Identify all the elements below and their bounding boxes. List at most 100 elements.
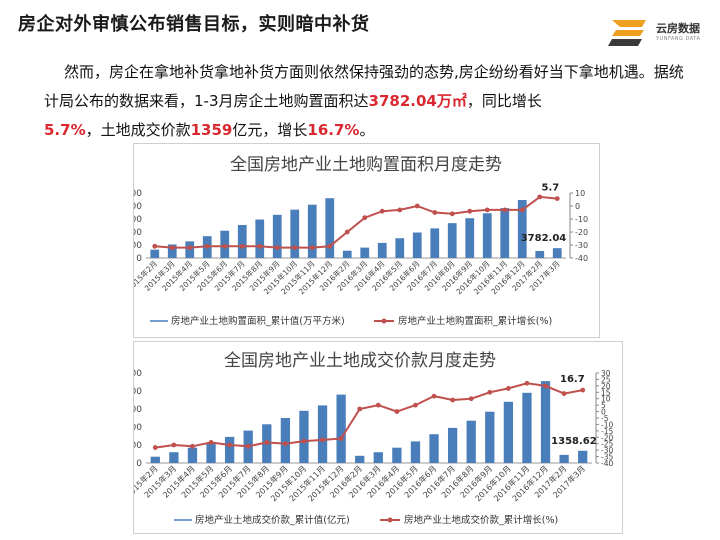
- growth-point: [432, 210, 438, 215]
- left-axis-tick-label: 0: [136, 254, 142, 264]
- para-seg-2: ，同比增长: [466, 92, 542, 110]
- summary-paragraph: 然而，房企在拿地补货拿地补货方面则依然保持强劲的态势,房企纷纷看好当下拿地机遇。…: [44, 58, 684, 145]
- growth-point: [484, 207, 490, 213]
- legend-bar-label: 房地产业土地购置面积_累计值(万平方米): [171, 315, 345, 327]
- right-axis-tick-label: -30: [601, 446, 613, 455]
- chart-title: 全国房地产业土地购置面积月度走势: [230, 155, 502, 175]
- bar: [355, 455, 365, 463]
- bar: [272, 214, 282, 258]
- left-axis-tick-label: 10000: [134, 369, 142, 379]
- bar: [224, 436, 235, 463]
- growth-point: [561, 391, 567, 396]
- growth-point: [292, 245, 298, 250]
- last-line-data-label: 5.7: [542, 183, 560, 194]
- growth-point: [519, 207, 525, 213]
- bar: [187, 447, 198, 463]
- growth-point: [152, 243, 158, 249]
- bar: [325, 198, 335, 258]
- growth-point: [397, 207, 403, 213]
- growth-point: [169, 245, 175, 250]
- growth-point: [468, 396, 474, 402]
- left-axis-tick-label: 8000: [134, 387, 142, 397]
- right-axis-tick-label: -20: [601, 433, 613, 442]
- growth-point: [187, 245, 193, 250]
- growth-point: [264, 440, 270, 445]
- left-axis-tick-label: 4000: [134, 423, 142, 433]
- growth-point: [537, 194, 543, 200]
- growth-point: [543, 383, 548, 389]
- right-axis-tick-label: -15: [601, 427, 613, 436]
- highlight-price: 1359: [190, 121, 233, 139]
- bar: [482, 213, 492, 258]
- bar: [290, 209, 300, 258]
- legend-bar-label: 房地产业土地成交价款_累计值(亿元): [195, 514, 350, 526]
- right-axis-tick-label: -35: [601, 453, 613, 462]
- growth-point: [171, 442, 177, 448]
- para-seg-3: ，土地成交价款: [85, 121, 191, 139]
- right-axis-tick-label: 25: [601, 375, 611, 384]
- bar: [395, 238, 405, 258]
- right-axis-tick-label: 0: [601, 408, 606, 417]
- right-axis-tick-label: -20: [575, 228, 588, 237]
- page-title: 房企对外审慎公布销售目标，实则暗中补货: [18, 14, 370, 35]
- bar: [410, 441, 421, 463]
- left-axis-tick-label: 0: [136, 459, 142, 469]
- growth-point: [554, 196, 560, 201]
- highlight-price-growth: 16.7%: [307, 121, 360, 139]
- growth-point: [338, 436, 344, 441]
- growth-point: [362, 215, 368, 221]
- bar: [307, 204, 317, 258]
- last-bar-data-label: 3782.04: [521, 233, 567, 244]
- growth-point: [320, 437, 325, 443]
- last-line-data-label: 16.7: [560, 374, 585, 385]
- highlight-area: 3782.04万㎡: [368, 92, 467, 110]
- growth-point: [487, 389, 493, 395]
- right-axis-tick-label: -40: [575, 254, 588, 263]
- growth-point: [301, 438, 307, 444]
- para-seg-5: 。: [359, 121, 375, 139]
- legend-line-label: 房地产业土地购置面积_累计增长(%): [398, 315, 552, 327]
- bar: [377, 242, 387, 258]
- bar: [500, 208, 510, 258]
- growth-point: [450, 397, 456, 403]
- growth-point: [344, 229, 350, 235]
- bar: [447, 223, 457, 258]
- last-bar-data-label: 1358.62: [551, 436, 597, 447]
- growth-point: [309, 245, 315, 250]
- bar: [169, 452, 179, 463]
- bar: [299, 410, 309, 463]
- right-axis-tick-label: -5: [601, 414, 609, 423]
- land-price-chart-svg: 全国房地产业土地成交价款月度走势 0 2000 4000 6000 8000 10000 -4…: [134, 351, 613, 526]
- growth-point: [257, 243, 263, 249]
- highlight-area-growth: 5.7%: [44, 121, 86, 139]
- left-axis-tick-label: 25000: [134, 189, 142, 199]
- bar: [392, 447, 402, 463]
- logo-subtext: YUNFANG DATA: [656, 36, 701, 42]
- growth-point: [274, 245, 280, 250]
- bar: [503, 401, 514, 463]
- bar: [429, 434, 439, 463]
- para-seg-1: 然而，房企在拿地补货拿地补货方面则依然保持强劲的态势,房企纷纷看好当下拿地机遇。…: [44, 63, 684, 110]
- bar: [373, 452, 383, 463]
- bar: [535, 250, 545, 258]
- growth-point: [190, 443, 195, 449]
- left-axis-tick-label: 20000: [134, 202, 142, 212]
- growth-point: [414, 203, 420, 209]
- land-price-chart: 全国房地产业土地成交价款月度走势 0 2000 4000 6000 8000 10000 -4…: [133, 341, 623, 534]
- logo-mark-icon: [608, 20, 646, 46]
- growth-line: [155, 382, 583, 449]
- growth-point: [357, 406, 363, 412]
- bar: [360, 247, 370, 258]
- bar: [559, 454, 569, 463]
- growth-point: [327, 243, 333, 249]
- growth-point: [413, 402, 418, 408]
- bar: [540, 381, 551, 463]
- growth-line: [154, 195, 558, 249]
- bar: [317, 405, 328, 463]
- legend-line-label: 房地产业土地成交价款_累计增长(%): [404, 514, 558, 526]
- growth-point: [152, 445, 158, 450]
- growth-point: [580, 387, 586, 393]
- growth-point: [204, 243, 210, 249]
- right-axis-tick-label: 15: [601, 388, 611, 397]
- bar: [206, 442, 216, 463]
